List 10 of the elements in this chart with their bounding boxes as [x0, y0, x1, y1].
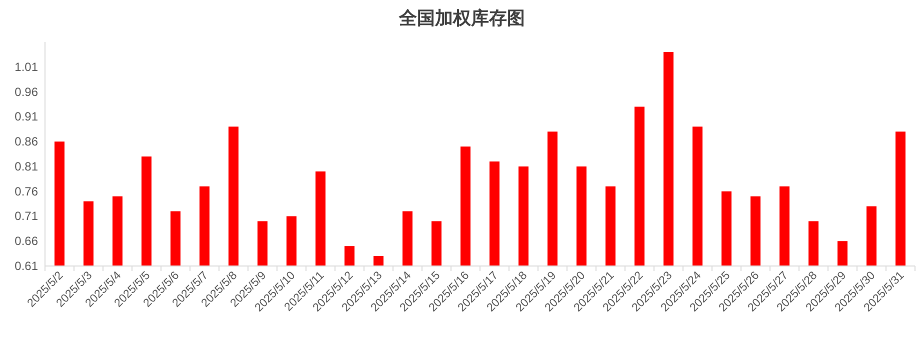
y-tick-label: 0.86 — [14, 134, 38, 149]
y-tick-label: 0.81 — [14, 159, 38, 174]
chart-title: 全国加权库存图 — [398, 8, 525, 28]
y-tick-label: 0.61 — [14, 259, 38, 273]
y-tick-label: 0.76 — [14, 184, 38, 198]
y-tick-label: 0.66 — [14, 234, 38, 248]
y-tick-label: 0.71 — [14, 209, 38, 224]
y-tick-label: 0.91 — [14, 110, 38, 124]
y-tick-label: 0.96 — [14, 84, 38, 99]
y-tick-label: 1.01 — [14, 60, 38, 74]
